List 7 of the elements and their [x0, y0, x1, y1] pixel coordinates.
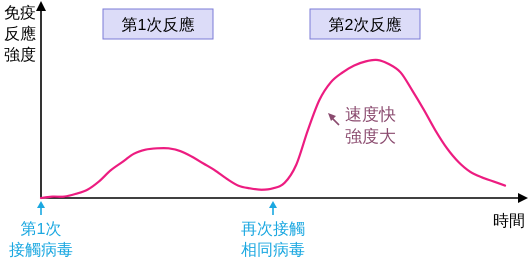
- x-tick-label: 第1次接觸病毒: [9, 221, 73, 259]
- y-axis-title: 免疫反應強度: [4, 4, 36, 64]
- text: 第1次反應: [122, 16, 194, 34]
- x-axis-title: 時間: [493, 212, 525, 230]
- text: 第2次反應: [328, 16, 402, 34]
- x-tick-label: 再次接觸相同病毒: [241, 220, 305, 259]
- annotation: 速度快強度大: [345, 105, 396, 146]
